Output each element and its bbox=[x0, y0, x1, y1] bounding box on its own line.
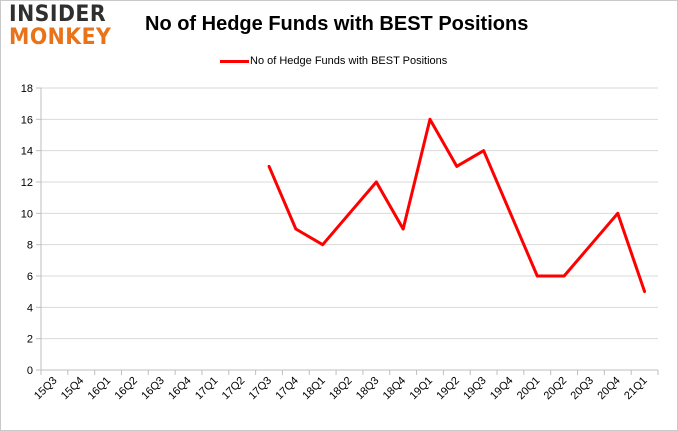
x-tick-label: 16Q1 bbox=[86, 375, 114, 403]
x-tick-label: 20Q1 bbox=[515, 375, 543, 403]
data-point bbox=[428, 117, 432, 121]
x-tick-label: 17Q4 bbox=[273, 375, 301, 403]
x-tick-label: 19Q4 bbox=[488, 375, 516, 403]
y-tick-label: 14 bbox=[21, 146, 33, 158]
data-point bbox=[562, 274, 566, 278]
data-point bbox=[401, 227, 405, 231]
data-point bbox=[294, 227, 298, 231]
x-tick-label: 18Q1 bbox=[300, 375, 328, 403]
logo-line-2: MONKEY bbox=[9, 25, 112, 50]
data-point bbox=[616, 211, 620, 215]
y-tick-label: 0 bbox=[27, 365, 33, 377]
x-tick-label: 17Q2 bbox=[220, 375, 248, 403]
x-tick-label: 19Q2 bbox=[434, 375, 462, 403]
data-point bbox=[643, 290, 646, 294]
data-point bbox=[482, 149, 486, 153]
y-tick-label: 10 bbox=[21, 208, 33, 220]
data-point bbox=[267, 164, 271, 168]
x-tick-label: 17Q1 bbox=[193, 375, 221, 403]
x-tick-label: 18Q4 bbox=[381, 375, 409, 403]
x-tick-label: 21Q1 bbox=[622, 375, 650, 403]
y-tick-label: 4 bbox=[27, 302, 33, 314]
y-tick-label: 16 bbox=[21, 114, 33, 126]
x-tick-label: 15Q3 bbox=[32, 375, 60, 403]
insider-monkey-logo: INSIDER MONKEY bbox=[9, 4, 127, 49]
y-tick-label: 2 bbox=[27, 334, 33, 346]
x-tick-label: 19Q3 bbox=[461, 375, 489, 403]
x-tick-label: 19Q1 bbox=[408, 375, 436, 403]
x-tick-label: 16Q3 bbox=[139, 375, 167, 403]
x-tick-label: 18Q2 bbox=[327, 375, 355, 403]
x-tick-label: 16Q4 bbox=[166, 375, 194, 403]
x-tick-label: 20Q3 bbox=[569, 375, 597, 403]
x-tick-label: 16Q2 bbox=[112, 375, 140, 403]
legend-label: No of Hedge Funds with BEST Positions bbox=[250, 55, 448, 67]
series-line bbox=[267, 117, 647, 293]
data-point bbox=[509, 211, 512, 215]
data-point bbox=[348, 211, 351, 215]
data-point bbox=[374, 180, 378, 184]
x-tick-label: 20Q4 bbox=[595, 375, 623, 403]
x-tick-label: 17Q3 bbox=[247, 375, 275, 403]
logo-line-1: INSIDER bbox=[9, 2, 107, 27]
data-point bbox=[535, 274, 539, 278]
data-point bbox=[589, 243, 593, 247]
data-point bbox=[455, 164, 459, 168]
legend: No of Hedge Funds with BEST Positions bbox=[220, 55, 447, 67]
y-tick-label: 6 bbox=[27, 271, 33, 283]
y-tick-label: 8 bbox=[27, 240, 33, 252]
x-tick-label: 15Q4 bbox=[59, 375, 87, 403]
y-tick-label: 12 bbox=[21, 177, 33, 189]
data-point bbox=[321, 243, 325, 247]
y-tick-label: 18 bbox=[21, 83, 33, 95]
legend-swatch bbox=[220, 59, 249, 63]
x-tick-label: 20Q2 bbox=[542, 375, 570, 403]
chart-title: No of Hedge Funds with BEST Positions bbox=[145, 13, 529, 35]
x-tick-label: 18Q3 bbox=[354, 375, 382, 403]
